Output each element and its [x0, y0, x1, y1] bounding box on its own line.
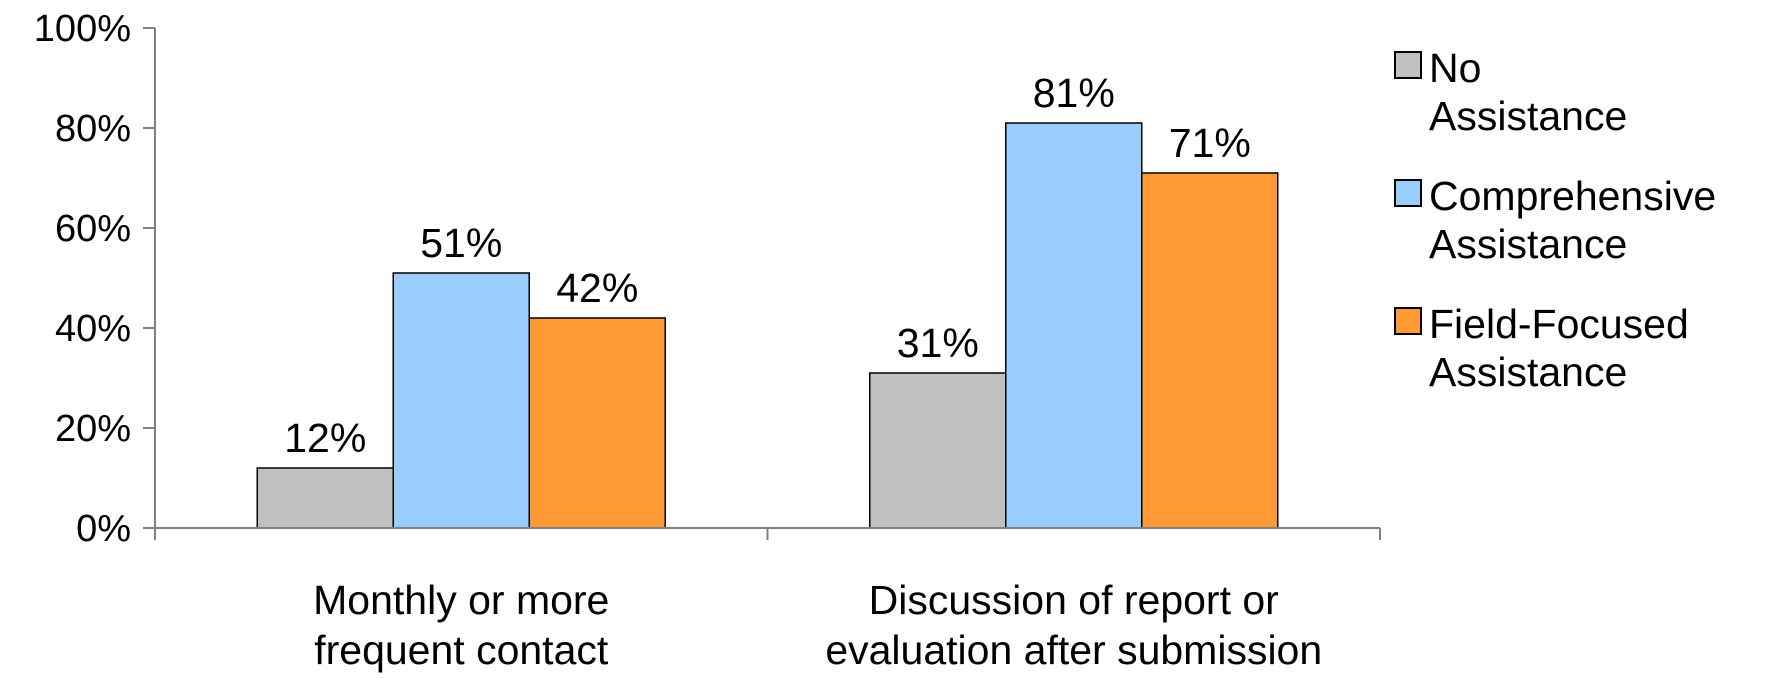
data-label-series-0-cat-1: 31% [897, 320, 979, 366]
y-tick-label-5: 100% [34, 8, 131, 50]
y-tick-label-1: 20% [55, 408, 131, 450]
data-label-series-1-cat-1: 81% [1033, 70, 1115, 116]
legend-label-0: No Assistance [1429, 45, 1627, 139]
bar-series-0-cat-1 [869, 372, 1007, 529]
x-axis-category-labels: Monthly or more frequent contact Discussio… [313, 577, 1322, 673]
bar-series-2-cat-0 [528, 317, 666, 529]
category-label-1: Discussion of report or evaluation after … [825, 577, 1322, 673]
y-tick-label-2: 40% [55, 308, 131, 350]
bar-series-1-cat-0 [392, 272, 530, 529]
y-tick-label-4: 80% [55, 108, 131, 150]
bar-series-2-cat-1 [1141, 172, 1279, 529]
legend-swatch-2 [1394, 307, 1422, 335]
legend-swatch-1 [1394, 179, 1422, 207]
bars-group [256, 122, 1279, 529]
legend-label-2: Field-Focused Assistance [1429, 301, 1689, 395]
data-labels-group: 12% 51% 42% 31% 81% 71% [284, 70, 1251, 461]
axes-group [143, 27, 1381, 540]
data-label-series-0-cat-0: 12% [284, 415, 366, 461]
data-label-series-2-cat-0: 42% [556, 265, 638, 311]
y-tick-label-3: 60% [55, 208, 131, 250]
bar-series-1-cat-1 [1005, 122, 1143, 529]
legend-label-1: Comprehensive Assistance [1429, 173, 1716, 267]
y-axis-tick-labels: 0% 20% 40% 60% 80% 100% [34, 8, 131, 550]
data-label-series-1-cat-0: 51% [420, 220, 502, 266]
category-label-0: Monthly or more frequent contact [313, 577, 609, 673]
data-label-series-2-cat-1: 71% [1169, 120, 1251, 166]
y-tick-label-0: 0% [76, 508, 131, 550]
legend-swatch-0 [1394, 51, 1422, 79]
bar-series-0-cat-0 [256, 467, 394, 529]
legend: No Assistance Comprehensive Assistance Field… [1394, 45, 1716, 395]
